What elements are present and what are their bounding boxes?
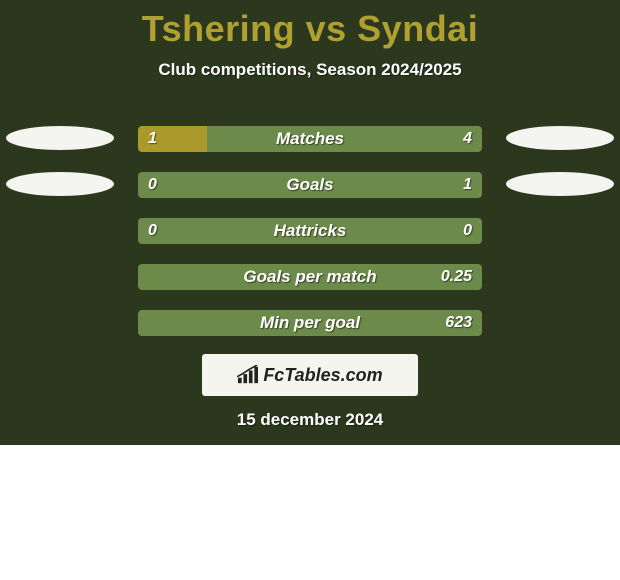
bar-segment-right (138, 218, 482, 244)
stat-row: 0Goals1 (0, 166, 620, 212)
root: Tshering vs Syndai Club competitions, Se… (0, 0, 620, 580)
bars-icon (237, 365, 259, 385)
player-ellipse-left (6, 126, 114, 150)
bar-segment-left (138, 126, 207, 152)
page-title: Tshering vs Syndai (0, 0, 620, 50)
bar-segment-right (138, 264, 482, 290)
logo-inner: FcTables.com (237, 365, 382, 386)
player-ellipse-left (6, 172, 114, 196)
stat-row: Goals per match0.25 (0, 258, 620, 304)
stat-bar (138, 126, 482, 152)
stat-bar (138, 172, 482, 198)
bar-segment-right (207, 126, 482, 152)
player-ellipse-right (506, 126, 614, 150)
bar-segment-right (138, 172, 482, 198)
stat-row: 0Hattricks0 (0, 212, 620, 258)
stats-rows: 1Matches40Goals10Hattricks0Goals per mat… (0, 120, 620, 350)
stat-bar (138, 264, 482, 290)
date-label: 15 december 2024 (0, 410, 620, 430)
main-panel: Tshering vs Syndai Club competitions, Se… (0, 0, 620, 445)
player-ellipse-right (506, 172, 614, 196)
page-subtitle: Club competitions, Season 2024/2025 (0, 60, 620, 80)
stat-row: 1Matches4 (0, 120, 620, 166)
stat-bar (138, 310, 482, 336)
stat-bar (138, 218, 482, 244)
stat-row: Min per goal623 (0, 304, 620, 350)
bar-segment-right (138, 310, 482, 336)
logo-text: FcTables.com (263, 365, 382, 386)
logo-box[interactable]: FcTables.com (202, 354, 418, 396)
